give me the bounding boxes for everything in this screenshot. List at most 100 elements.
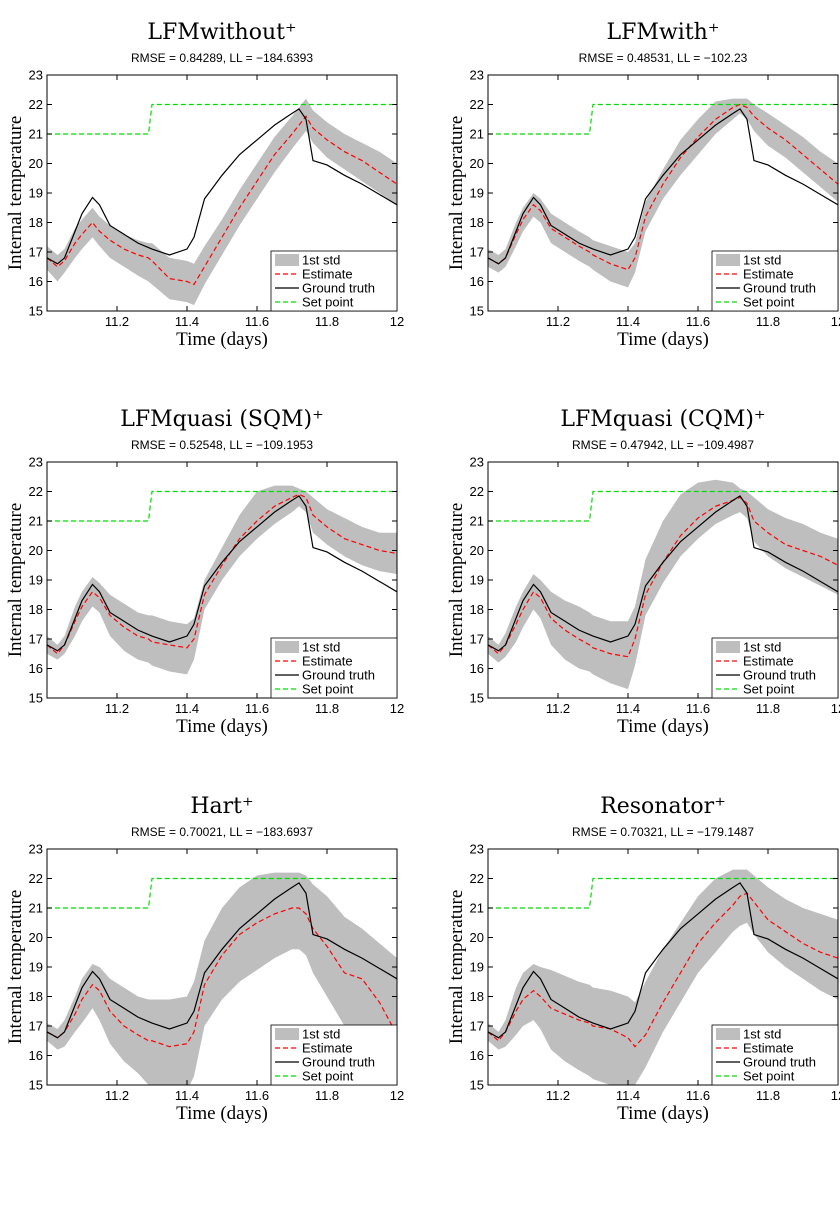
y-tick-label: 21 bbox=[470, 127, 484, 142]
y-tick-label: 18 bbox=[29, 989, 43, 1004]
y-tick-label: 23 bbox=[29, 455, 43, 470]
x-tick-label: 12 bbox=[831, 1088, 840, 1103]
x-tick-label: 11.8 bbox=[315, 701, 339, 716]
series-line bbox=[488, 495, 838, 652]
x-axis-label: Time (days) bbox=[617, 716, 709, 737]
y-axis-label: Internal temperature bbox=[446, 503, 467, 658]
series-line bbox=[488, 892, 838, 1048]
panel: LFMquasi (CQM)⁺ RMSE = 0.47942, LL = −109… bbox=[446, 407, 840, 737]
y-tick-label: 15 bbox=[29, 691, 43, 706]
x-tick-label: 11.4 bbox=[616, 701, 640, 716]
y-tick-label: 22 bbox=[29, 871, 43, 886]
legend-label: 1st std bbox=[302, 1027, 340, 1042]
y-tick-label: 16 bbox=[470, 661, 484, 676]
y-tick-label: 16 bbox=[470, 274, 484, 289]
chart-subtitle: RMSE = 0.84289, LL = −184.6393 bbox=[131, 51, 313, 65]
y-tick-label: 18 bbox=[29, 602, 43, 617]
legend-label: Set point bbox=[302, 682, 354, 697]
y-tick-label: 18 bbox=[470, 215, 484, 230]
std-band bbox=[488, 869, 838, 1085]
x-tick-label: 11.8 bbox=[315, 1088, 339, 1103]
y-tick-label: 17 bbox=[29, 1019, 43, 1034]
series-line bbox=[488, 490, 838, 522]
series-line bbox=[488, 496, 838, 658]
y-tick-label: 22 bbox=[470, 97, 484, 112]
y-tick-label: 16 bbox=[29, 274, 43, 289]
series-line bbox=[47, 108, 397, 265]
legend-label: 1st std bbox=[743, 253, 781, 268]
legend-label: Estimate bbox=[302, 1041, 353, 1056]
y-tick-label: 18 bbox=[470, 602, 484, 617]
series-line bbox=[488, 108, 838, 265]
panel: LFMwithout⁺ RMSE = 0.84289, LL = −184.639… bbox=[5, 20, 404, 350]
series-line bbox=[47, 103, 397, 135]
y-tick-label: 19 bbox=[470, 573, 484, 588]
legend-label: Ground truth bbox=[302, 281, 375, 296]
y-tick-label: 21 bbox=[470, 514, 484, 529]
x-tick-label: 11.2 bbox=[546, 701, 570, 716]
legend-label: Estimate bbox=[302, 267, 353, 282]
chart-title: LFMwithout⁺ bbox=[147, 20, 296, 45]
x-tick-label: 12 bbox=[831, 314, 840, 329]
y-tick-label: 17 bbox=[470, 245, 484, 260]
series-line bbox=[47, 493, 397, 655]
series-line bbox=[47, 877, 397, 909]
legend-label: Estimate bbox=[743, 1041, 794, 1056]
x-tick-label: 11.6 bbox=[686, 701, 710, 716]
x-tick-label: 11.8 bbox=[756, 1088, 780, 1103]
x-axis-label: Time (days) bbox=[176, 329, 268, 350]
series-line bbox=[488, 877, 838, 909]
legend-swatch bbox=[275, 254, 299, 266]
panel: LFMwith⁺ RMSE = 0.48531, LL = −102.23 Time… bbox=[446, 20, 840, 350]
y-axis-label: Internal temperature bbox=[5, 116, 26, 271]
y-tick-label: 15 bbox=[470, 691, 484, 706]
legend-label: Ground truth bbox=[743, 281, 816, 296]
plot-area bbox=[47, 485, 397, 675]
y-tick-label: 15 bbox=[470, 1078, 484, 1093]
series-line bbox=[47, 490, 397, 522]
chart-subtitle: RMSE = 0.48531, LL = −102.23 bbox=[579, 51, 748, 65]
chart-title: LFMquasi (SQM)⁺ bbox=[120, 407, 324, 432]
y-tick-label: 20 bbox=[470, 543, 484, 558]
y-axis-label: Internal temperature bbox=[5, 890, 26, 1045]
legend-label: Set point bbox=[743, 1069, 795, 1084]
plot-area bbox=[488, 98, 838, 288]
series-line bbox=[488, 882, 838, 1039]
y-tick-label: 16 bbox=[29, 661, 43, 676]
x-tick-label: 11.4 bbox=[175, 314, 199, 329]
plot-area bbox=[488, 869, 838, 1085]
x-tick-label: 11.6 bbox=[686, 1088, 710, 1103]
legend-label: 1st std bbox=[743, 640, 781, 655]
legend-label: 1st std bbox=[743, 1027, 781, 1042]
x-tick-label: 12 bbox=[390, 1088, 404, 1103]
x-axis-label: Time (days) bbox=[176, 716, 268, 737]
std-band bbox=[47, 485, 397, 675]
y-tick-label: 21 bbox=[29, 127, 43, 142]
y-tick-label: 22 bbox=[29, 484, 43, 499]
y-tick-label: 20 bbox=[29, 543, 43, 558]
series-line bbox=[47, 115, 397, 286]
legend-label: Ground truth bbox=[302, 1055, 375, 1070]
x-tick-label: 11.4 bbox=[616, 1088, 640, 1103]
x-tick-label: 11.6 bbox=[245, 1088, 269, 1103]
legend-label: Estimate bbox=[743, 267, 794, 282]
series-line bbox=[47, 907, 397, 1048]
y-tick-label: 20 bbox=[29, 930, 43, 945]
y-tick-label: 15 bbox=[29, 1078, 43, 1093]
x-tick-label: 11.2 bbox=[546, 1088, 570, 1103]
y-tick-label: 23 bbox=[470, 455, 484, 470]
y-tick-label: 17 bbox=[29, 632, 43, 647]
y-tick-label: 22 bbox=[470, 484, 484, 499]
legend-label: 1st std bbox=[302, 253, 340, 268]
legend-label: Set point bbox=[302, 1069, 354, 1084]
y-tick-label: 15 bbox=[29, 304, 43, 319]
plot-area bbox=[47, 872, 397, 1085]
legend-swatch bbox=[275, 641, 299, 653]
legend-label: Estimate bbox=[302, 654, 353, 669]
